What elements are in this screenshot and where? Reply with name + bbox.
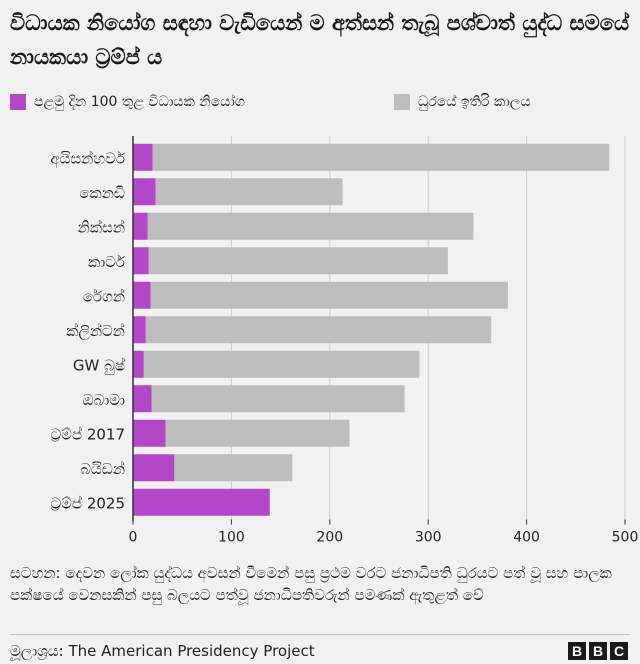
bbc-logo-letter: C: [610, 642, 628, 660]
category-label: ඔබාමා: [83, 391, 126, 409]
category-label: රේගන්: [83, 287, 125, 305]
legend-swatch-first-100: [10, 94, 26, 110]
legend-item-first-100: පළමු දින 100 තුළ විධායක නියෝග: [10, 94, 245, 110]
source-text: මූලාශ්‍රය: The American Presidency Proje…: [10, 642, 315, 660]
category-label: ට්‍රම්ප් 2017: [50, 425, 125, 443]
bar-rest-of-term: [152, 143, 610, 171]
x-tick-label: 400: [513, 530, 540, 546]
bar-rest-of-term: [155, 178, 343, 206]
chart-title: විධායක නියෝග සඳහා වැඩියෙන් ම අත්සන් තැබූ…: [10, 11, 630, 69]
bbc-logo-letter: B: [568, 642, 586, 660]
bar-rest-of-term: [143, 350, 420, 378]
category-label: ට්‍රම්ප් 2025: [50, 494, 125, 512]
legend-label-first-100: පළමු දින 100 තුළ විධායක නියෝග: [34, 94, 245, 110]
bar-first-100: [133, 350, 144, 378]
bar-first-100: [133, 178, 156, 206]
bar-rest-of-term: [148, 247, 448, 275]
bar-first-100: [133, 247, 149, 275]
legend-label-rest-of-term: ධුරයේ ඉතිරි කාලය: [418, 94, 531, 110]
category-label: කාටර්: [88, 253, 125, 271]
category-label: කෙනඩි: [79, 184, 125, 202]
x-tick-label: 200: [316, 530, 343, 546]
bar-first-100: [133, 385, 152, 413]
bar-rest-of-term: [147, 212, 474, 240]
x-tick-label: 300: [415, 530, 442, 546]
bar-rest-of-term: [165, 419, 350, 447]
chart-note: සටහන: දෙවන ලෝක යුද්ධය අවසන් වීමෙන් පසු ප…: [10, 564, 612, 604]
legend-item-rest-of-term: ධුරයේ ඉතිරි කාලය: [394, 94, 531, 110]
category-label: බයිඩන්: [80, 460, 125, 478]
legend-swatch-rest-of-term: [394, 94, 410, 110]
bar-rest-of-term: [174, 454, 293, 482]
bar-first-100: [133, 454, 175, 482]
bar-rest-of-term: [150, 281, 508, 309]
bar-first-100: [133, 143, 153, 171]
x-tick-label: 0: [129, 530, 138, 546]
bbc-logo-letter: B: [589, 642, 607, 660]
x-tick-label: 100: [218, 530, 245, 546]
footer-divider: [10, 634, 630, 635]
category-label: නික්සන්: [78, 218, 125, 236]
bar-rest-of-term: [145, 316, 492, 344]
bar-first-100: [133, 488, 270, 516]
legend: පළමු දින 100 තුළ විධායක නියෝග ධුරයේ ඉතිර…: [10, 94, 630, 118]
bar-rest-of-term: [151, 385, 405, 413]
category-label: අයිසන්හවර්: [50, 149, 125, 168]
x-tick-label: 500: [612, 530, 639, 546]
bar-first-100: [133, 281, 151, 309]
bar-first-100: [133, 419, 166, 447]
category-label: ක්ලින්ටන්: [66, 322, 125, 340]
category-label: GW බුෂ්: [73, 356, 125, 375]
bar-first-100: [133, 212, 148, 240]
bar-chart: අයිසන්හවර් කෙනඩි නික්සන් කාටර් රේගන් ක්ලින්ටන…: [50, 136, 639, 546]
bar-first-100: [133, 316, 146, 344]
bbc-logo: B B C: [568, 642, 628, 660]
